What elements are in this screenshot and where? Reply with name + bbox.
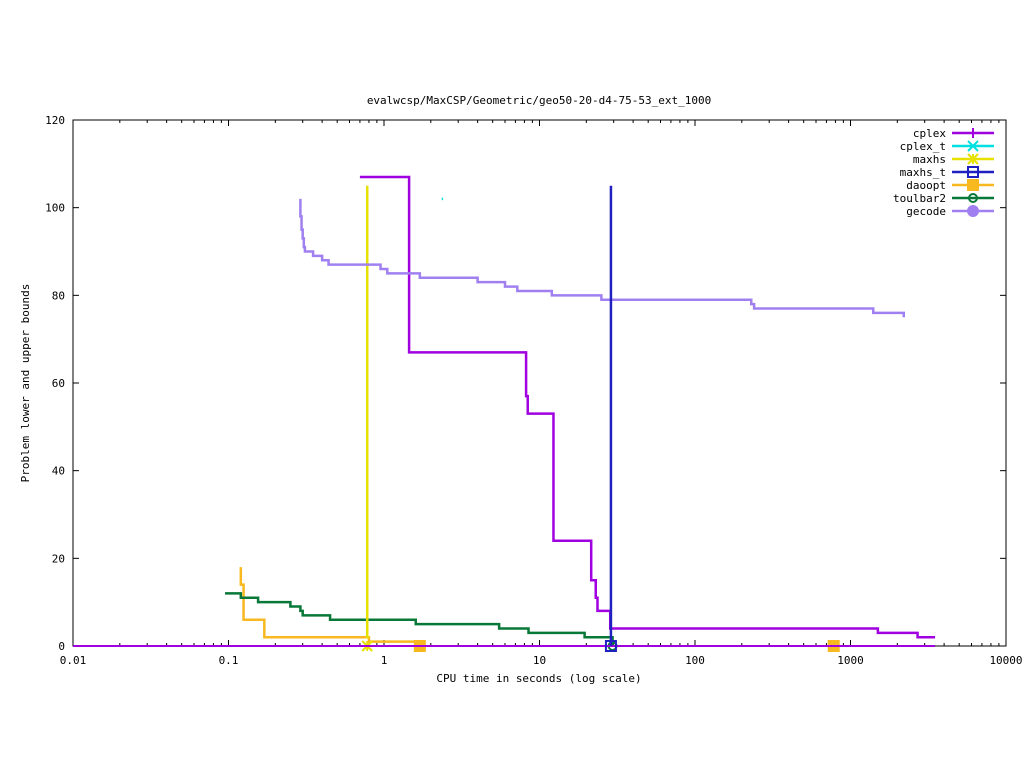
- plot-area: 0 20 40 60 80 100 120 0.01 0.1 1 10 100 1000 10000: [45, 114, 1022, 667]
- y-tick-label: 20: [52, 552, 65, 565]
- marker-stroke: [967, 205, 979, 217]
- legend: cplexcplex_tmaxhsmaxhs_tdaoopttoulbar2ge…: [893, 127, 994, 218]
- y-tick-label: 80: [52, 289, 65, 302]
- series-cplex: [73, 175, 936, 647]
- legend-marker: [967, 179, 979, 191]
- marker-stroke: [967, 179, 979, 191]
- series-cplex-line: [359, 175, 936, 639]
- marker-stroke: [967, 166, 979, 178]
- legend-item-daoopt: daoopt: [906, 179, 994, 192]
- x-tick-label: 100: [685, 654, 705, 667]
- legend-label: maxhs_t: [900, 166, 946, 179]
- x-tick-label: 1: [381, 654, 388, 667]
- chart-title: evalwcsp/MaxCSP/Geometric/geo50-20-d4-75…: [367, 94, 711, 107]
- legend-marker: [967, 205, 979, 217]
- legend-item-toulbar2: toulbar2: [893, 192, 994, 205]
- series-gecode: [299, 198, 905, 318]
- legend-item-cplex: cplex: [913, 127, 994, 140]
- legend-label: cplex: [913, 127, 946, 140]
- x-tick-label: 0.01: [60, 654, 87, 667]
- series-gecode-line: [299, 198, 905, 318]
- x-axis-label: CPU time in seconds (log scale): [436, 672, 641, 685]
- legend-label: toulbar2: [893, 192, 946, 205]
- x-tick-label: 10: [533, 654, 546, 667]
- legend-label: daoopt: [906, 179, 946, 192]
- marker-stroke: [968, 193, 978, 203]
- series-maxhs-line: [365, 185, 369, 639]
- marker-stroke: [967, 153, 979, 165]
- y-tick-label: 120: [45, 114, 65, 127]
- y-tick-label: 40: [52, 465, 65, 478]
- marker-stroke: [604, 640, 617, 652]
- y-tick-label: 100: [45, 202, 65, 215]
- legend-label: cplex_t: [900, 140, 946, 153]
- x-tick-label: 1000: [837, 654, 864, 667]
- legend-marker: [967, 166, 979, 178]
- y-tick-label: 60: [52, 377, 65, 390]
- legend-item-gecode: gecode: [906, 205, 994, 218]
- legend-item-cplex_t: cplex_t: [900, 140, 994, 153]
- x-tick-label: 0.1: [219, 654, 239, 667]
- legend-item-maxhs_t: maxhs_t: [900, 166, 994, 179]
- legend-marker: [968, 128, 978, 138]
- x-tick-label: 10000: [989, 654, 1022, 667]
- legend-marker: [967, 153, 979, 165]
- marker-stroke: [967, 140, 979, 152]
- series-maxhs_t-marker: [604, 640, 617, 652]
- series-daoopt-line: [239, 567, 420, 643]
- y-axis-label: Problem lower and upper bounds: [19, 284, 32, 483]
- legend-label: gecode: [906, 205, 946, 218]
- legend-marker: [967, 140, 979, 152]
- legend-item-maxhs: maxhs: [913, 153, 994, 166]
- legend-label: maxhs: [913, 153, 946, 166]
- y-tick-label: 0: [58, 640, 65, 653]
- series-maxhs_t: [604, 185, 617, 652]
- legend-marker: [968, 193, 978, 203]
- series-toulbar2-line: [225, 592, 614, 646]
- series-layer: [73, 175, 936, 652]
